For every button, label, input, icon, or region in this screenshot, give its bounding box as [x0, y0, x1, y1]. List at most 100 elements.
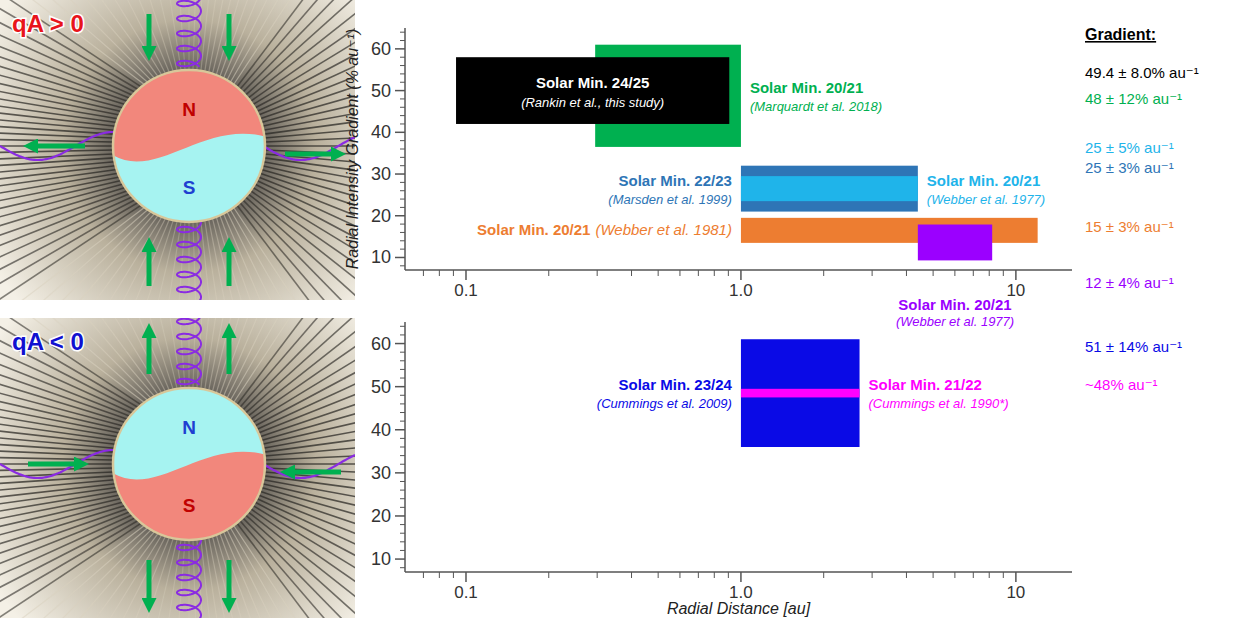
y-tick-label: 60: [371, 39, 391, 59]
corona-streak: [245, 318, 355, 413]
y-minor-tick: [400, 140, 405, 141]
y-minor-tick: [400, 107, 405, 108]
corona-streak: [227, 0, 308, 80]
box-label-name: Solar Min. 22/23: [619, 172, 732, 189]
field-helix: [177, 540, 201, 618]
corona-streak: [209, 537, 238, 618]
corona-streak: [234, 525, 342, 618]
y-axis-title: Radial Intensity Gradient (% au⁻¹): [344, 29, 361, 270]
y-tick: [395, 90, 405, 92]
corona-streak: [243, 518, 355, 618]
corona-streak: [260, 26, 355, 119]
y-tick: [395, 132, 405, 134]
chart: 1020304050600.11.010Radial Distance [au]…: [371, 322, 1072, 617]
corona-streak: [209, 318, 238, 391]
y-tick-label: 50: [371, 377, 391, 397]
corona-streak: [227, 318, 308, 398]
corona-streak: [0, 365, 121, 430]
y-minor-tick: [400, 182, 405, 183]
corona-streak: [0, 145, 113, 147]
y-tick-label: 30: [371, 463, 391, 483]
x-minor-tick: [954, 572, 955, 578]
flow-arrow: [147, 14, 152, 52]
corona-streak: [0, 194, 130, 289]
flow-arrow: [285, 152, 337, 157]
x-minor-tick: [872, 270, 873, 276]
y-minor-tick: [400, 249, 405, 250]
polarity-label: qA < 0: [12, 328, 84, 355]
x-minor-tick: [658, 270, 659, 276]
box-label-name: Solar Min. 20/21: [927, 172, 1040, 189]
corona-streak: [230, 528, 324, 618]
box-label-name: Solar Min. 20/21: [477, 221, 590, 238]
y-minor-tick: [400, 207, 405, 208]
corona-streak: [265, 110, 355, 138]
y-tick: [395, 343, 405, 345]
corona-streak: [201, 539, 216, 618]
y-tick: [395, 173, 405, 175]
y-tick-label: 40: [371, 122, 391, 142]
range-box: [918, 225, 992, 261]
range-box: [741, 389, 860, 398]
corona-streak: [0, 158, 114, 179]
y-tick-label: 20: [371, 206, 391, 226]
y-minor-tick: [400, 524, 405, 525]
field-helix: [177, 222, 201, 300]
x-minor-tick: [698, 270, 699, 276]
y-minor-tick: [400, 533, 405, 534]
corona-streak: [245, 197, 355, 300]
corona-streak: [243, 0, 355, 92]
corona-streak: [0, 0, 135, 92]
x-tick: [740, 270, 742, 280]
x-minor-tick: [973, 572, 974, 578]
corona-streak: [257, 499, 355, 613]
y-minor-tick: [400, 507, 405, 508]
south-hemisphere: [108, 134, 270, 227]
corona-streak: [110, 0, 169, 73]
box-label-annotation: (Webber et al. 1977): [896, 314, 1014, 329]
corona-streak: [234, 0, 342, 85]
corona-streak: [250, 191, 355, 300]
corona-streak: [212, 318, 250, 392]
x-axis-line: [405, 571, 1072, 573]
y-minor-tick: [400, 115, 405, 116]
corona-streak: [0, 495, 120, 552]
corona-streak: [0, 476, 114, 497]
box-label-name: Solar Min. 20/21: [750, 79, 863, 96]
corona-streak: [0, 480, 115, 508]
flow-arrow: [227, 332, 232, 374]
box-label-annotation: (Cummings et al. 1990*): [869, 396, 1009, 411]
corona-streak: [0, 47, 121, 112]
y-minor-tick: [400, 240, 405, 241]
corona-streak: [128, 318, 173, 390]
north-label: N: [182, 417, 196, 438]
x-tick-label: 0.1: [454, 583, 478, 602]
corona-streak: [212, 0, 250, 74]
corona-streak: [212, 536, 250, 618]
range-box: [741, 176, 918, 201]
x-minor-tick: [679, 270, 680, 276]
y-minor-tick: [400, 490, 405, 491]
y-tick: [395, 515, 405, 517]
corona-streak: [265, 128, 355, 142]
x-axis-title: Radial Distance [au]: [667, 600, 811, 617]
corona-streak: [0, 487, 117, 529]
corona-streak: [265, 468, 355, 482]
y-tick-label: 50: [371, 81, 391, 101]
y-minor-tick: [400, 65, 405, 66]
x-minor-tick: [714, 270, 715, 276]
x-minor-tick: [906, 572, 907, 578]
corona-streak: [227, 212, 308, 300]
north-label: N: [182, 99, 196, 120]
corona-streak: [260, 344, 355, 437]
x-minor-tick: [872, 572, 873, 578]
y-minor-tick: [400, 57, 405, 58]
field-helix: [177, 318, 201, 385]
sun: [108, 388, 270, 545]
corona-streak: [0, 207, 144, 300]
sun-outline: [113, 388, 265, 540]
y-minor-tick: [400, 395, 405, 396]
corona-streak: [0, 525, 144, 618]
y-minor-tick: [400, 481, 405, 482]
corona-streak: [234, 318, 342, 403]
